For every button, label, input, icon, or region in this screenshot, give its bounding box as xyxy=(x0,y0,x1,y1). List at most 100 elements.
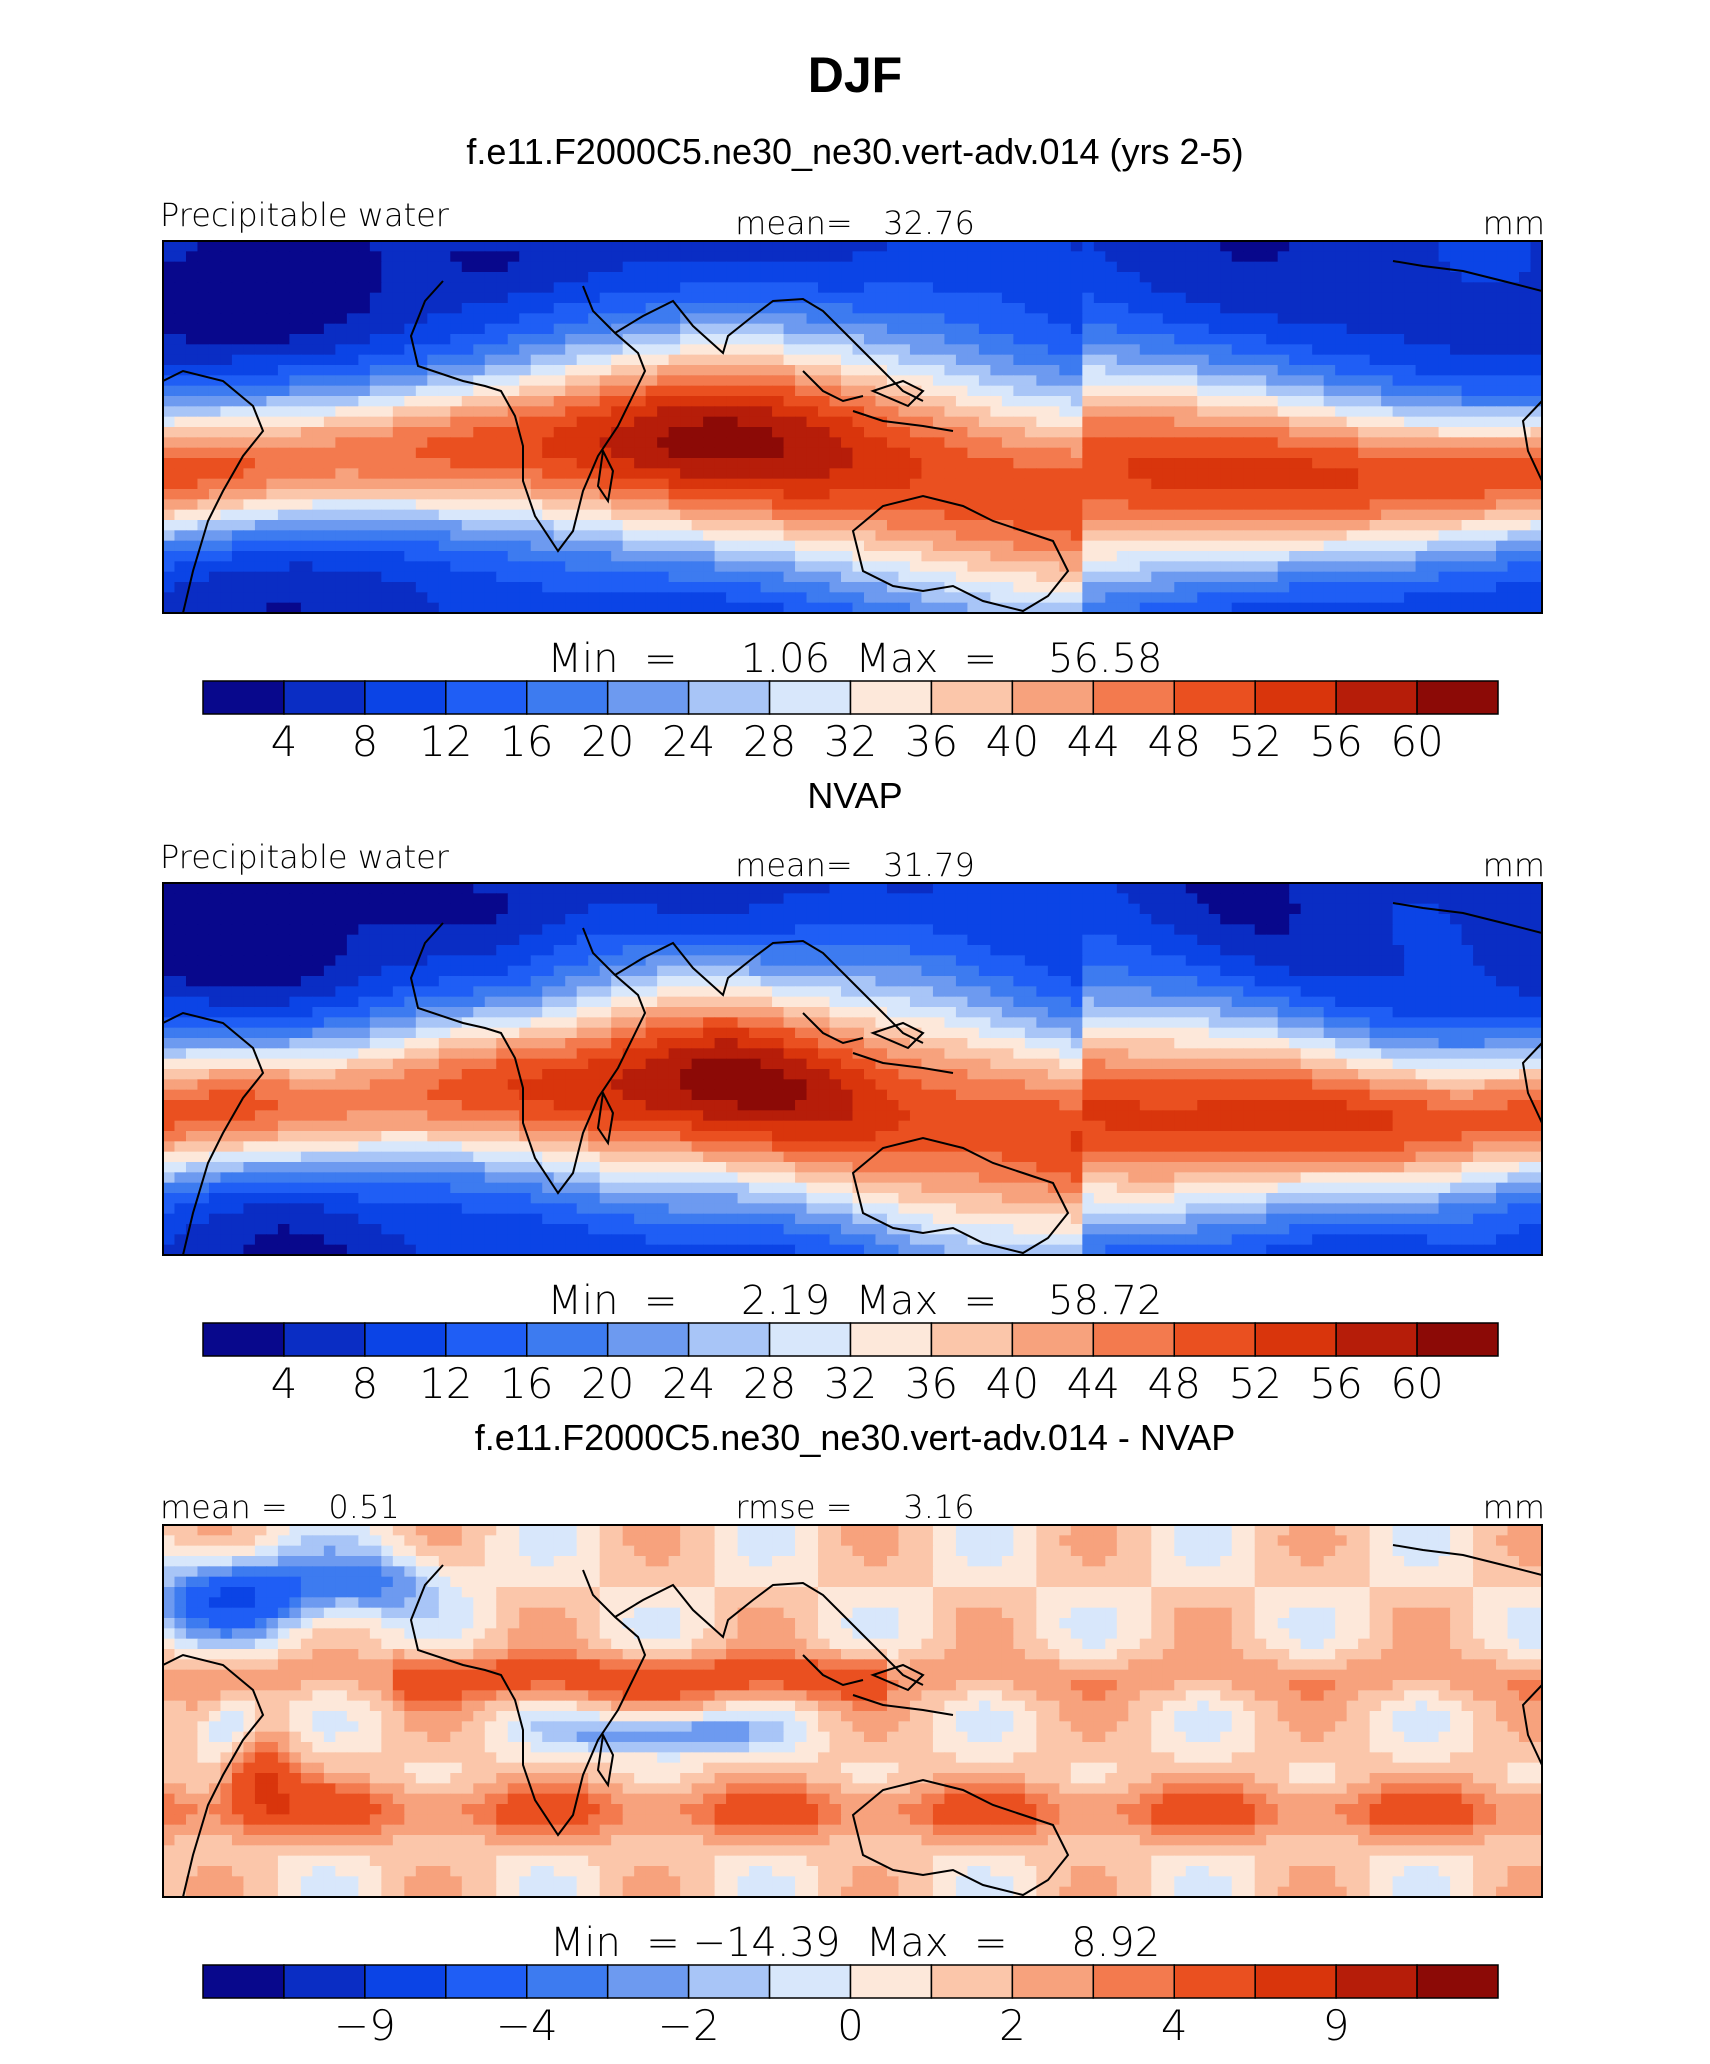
heatmap-cell xyxy=(174,468,187,480)
heatmap-cell xyxy=(1300,903,1313,915)
heatmap-cell xyxy=(542,241,555,252)
heatmap-cell xyxy=(450,914,463,925)
heatmap-cell xyxy=(163,261,176,273)
heatmap-cell xyxy=(1381,447,1394,459)
heatmap-cell xyxy=(783,468,796,480)
heatmap-cell xyxy=(1266,323,1279,335)
heatmap-cell xyxy=(737,323,750,335)
heatmap-cell xyxy=(1335,282,1348,294)
heatmap-cell xyxy=(496,602,509,613)
heatmap-cell xyxy=(576,540,589,552)
heatmap-cell xyxy=(289,406,302,418)
heatmap-cell xyxy=(691,489,704,500)
heatmap-cell xyxy=(1243,406,1256,418)
heatmap-cell xyxy=(1174,354,1187,366)
heatmap-cell xyxy=(818,478,831,490)
heatmap-cell xyxy=(749,540,762,552)
heatmap-cell xyxy=(886,540,900,552)
heatmap-cell xyxy=(1381,893,1394,905)
heatmap-cell xyxy=(335,530,348,542)
heatmap-cell xyxy=(473,883,486,894)
heatmap-cell xyxy=(1358,458,1371,469)
heatmap-cell xyxy=(530,903,543,915)
heatmap-cell xyxy=(300,458,313,469)
heatmap-cell xyxy=(519,344,532,356)
heatmap-cell xyxy=(955,303,969,314)
heatmap-cell xyxy=(231,530,245,542)
heatmap-cell xyxy=(944,893,957,905)
heatmap-cell xyxy=(1197,914,1210,925)
heatmap-cell xyxy=(576,406,589,418)
heatmap-cell xyxy=(1461,903,1474,915)
heatmap-cell xyxy=(404,272,417,283)
heatmap-cell xyxy=(323,313,336,325)
heatmap-cell xyxy=(749,582,762,593)
heatmap-cell xyxy=(1174,334,1187,345)
heatmap-cell xyxy=(323,530,336,542)
heatmap-cell xyxy=(1013,282,1026,294)
heatmap-cell xyxy=(369,458,382,469)
heatmap-cell xyxy=(668,272,681,283)
heatmap-cell xyxy=(691,396,704,407)
heatmap-cell xyxy=(703,241,716,252)
heatmap-cell xyxy=(1093,520,1106,531)
heatmap-cell xyxy=(726,592,739,604)
heatmap-cell xyxy=(1438,437,1451,449)
heatmap-cell xyxy=(1461,561,1474,573)
heatmap-cell xyxy=(772,582,785,593)
heatmap-cell xyxy=(1346,303,1359,314)
heatmap-cell xyxy=(645,458,658,469)
heatmap-cell xyxy=(254,385,268,397)
heatmap-cell xyxy=(852,396,865,407)
heatmap-cell xyxy=(266,261,279,273)
heatmap-cell xyxy=(990,261,1003,273)
heatmap-cell xyxy=(473,893,486,905)
heatmap-cell xyxy=(1116,272,1129,283)
heatmap-cell xyxy=(783,323,796,335)
heatmap-cell xyxy=(1024,530,1037,542)
heatmap-cell xyxy=(1461,437,1474,449)
heatmap-cell xyxy=(1116,520,1129,531)
heatmap-cell xyxy=(886,509,900,521)
heatmap-cell xyxy=(208,354,222,366)
heatmap-cell xyxy=(990,520,1003,531)
heatmap-cell xyxy=(1128,582,1141,593)
heatmap-cell xyxy=(1289,592,1302,604)
heatmap-cell xyxy=(783,427,796,438)
heatmap-cell xyxy=(1231,468,1244,480)
heatmap-cell xyxy=(1001,530,1014,542)
heatmap-cell xyxy=(978,489,991,500)
heatmap-cell xyxy=(163,385,176,397)
heatmap-cell xyxy=(473,354,486,366)
heatmap-cell xyxy=(657,883,670,894)
heatmap-cell xyxy=(277,313,291,325)
heatmap-cell xyxy=(289,334,302,345)
heatmap-cell xyxy=(461,365,474,376)
heatmap-cell xyxy=(1496,241,1509,252)
heatmap-cell xyxy=(1151,437,1164,449)
heatmap-cell xyxy=(530,458,543,469)
heatmap-cell xyxy=(829,540,842,552)
heatmap-cell xyxy=(358,313,371,325)
heatmap-cell xyxy=(818,489,831,500)
heatmap-cell xyxy=(1530,385,1542,397)
heatmap-cell xyxy=(1392,416,1405,428)
heatmap-cell xyxy=(898,602,911,613)
heatmap-cell xyxy=(1346,883,1359,894)
heatmap-cell xyxy=(668,385,681,397)
heatmap-cell xyxy=(599,561,612,573)
heatmap-cell xyxy=(1450,385,1463,397)
heatmap-cell xyxy=(1139,582,1152,593)
heatmap-cell xyxy=(530,385,543,397)
heatmap-cell xyxy=(622,447,635,459)
heatmap-cell xyxy=(404,385,417,397)
heatmap-cell xyxy=(1461,883,1474,894)
heatmap-cell xyxy=(1335,396,1348,407)
heatmap-cell xyxy=(1277,468,1290,480)
heatmap-cell xyxy=(1231,292,1244,304)
heatmap-cell xyxy=(622,437,635,449)
heatmap-cell xyxy=(1438,468,1451,480)
heatmap-cell xyxy=(932,354,946,366)
heatmap-cell xyxy=(427,385,440,397)
heatmap-cell xyxy=(231,883,245,894)
